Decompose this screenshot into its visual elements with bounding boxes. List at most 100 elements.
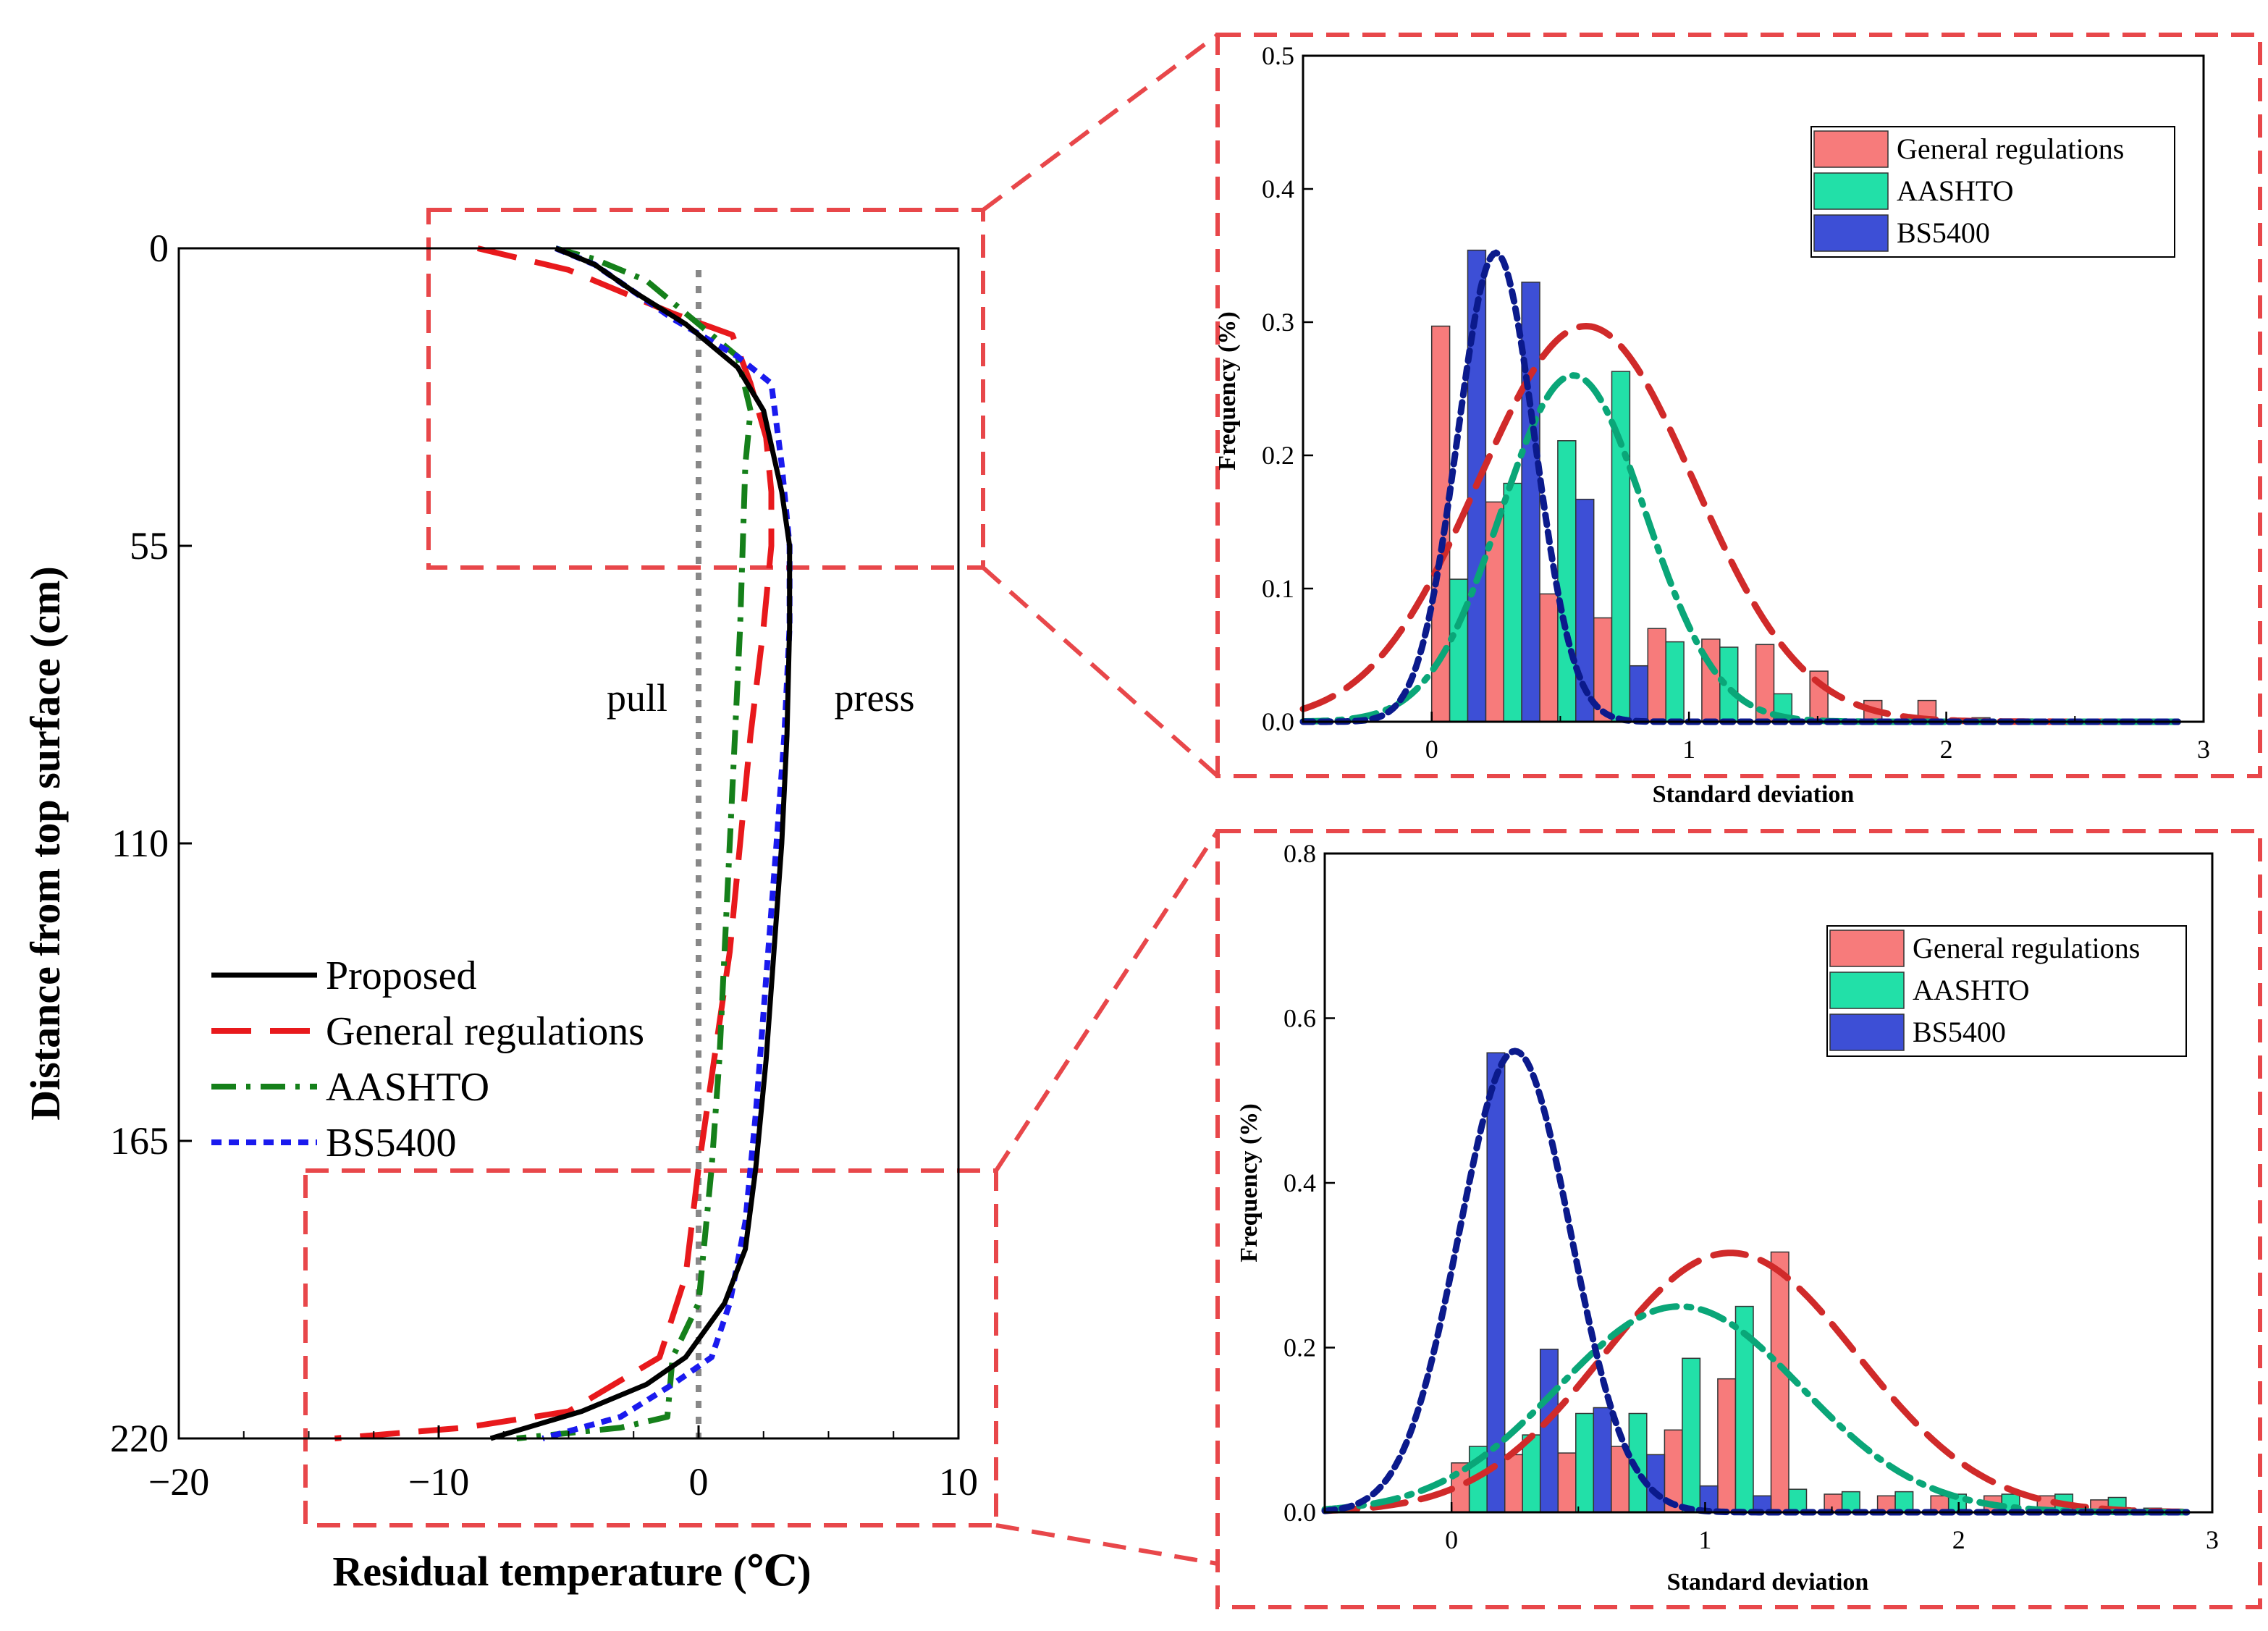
y-tick-label: 220 xyxy=(110,1417,169,1460)
x-tick-label: 3 xyxy=(2197,735,2210,764)
x-tick-label: 10 xyxy=(939,1460,978,1504)
bottom-x-axis-title: Standard deviation xyxy=(1667,1569,1869,1596)
legend-label-bs5400: BS5400 xyxy=(1913,1016,2006,1048)
fit-curve-fit-aashto xyxy=(1321,1303,2191,1516)
bottom-y-axis-title: Frequency (%) xyxy=(1236,1103,1262,1262)
connector-bottom-upper xyxy=(994,830,1220,1172)
bar-general-regulations xyxy=(1504,1454,1523,1513)
legend-label-general-regulations: General regulations xyxy=(1897,132,2124,165)
legend-label-proposed: Proposed xyxy=(326,953,476,998)
x-tick-label: 0 xyxy=(1445,1525,1458,1554)
legend-swatch-aashto xyxy=(1813,172,1889,210)
zoom-box-bottom-inset xyxy=(1215,829,2262,1609)
bar-bs5400 xyxy=(1593,1407,1612,1513)
bottom-histogram-series xyxy=(1321,1048,2191,1516)
top-y-axis-title: Frequency (%) xyxy=(1214,311,1241,470)
y-tick-label: 110 xyxy=(111,822,169,865)
series-line-aashto xyxy=(516,245,754,1441)
bar-bs5400 xyxy=(1539,1349,1559,1513)
main-y-axis-title: Distance from top surface (cm) xyxy=(22,566,69,1121)
bar-aashto xyxy=(1503,482,1522,722)
x-tick-label: 3 xyxy=(2206,1525,2219,1554)
legend-swatch-aashto xyxy=(1829,972,1905,1009)
y-tick-label: 0.3 xyxy=(1262,308,1294,337)
bar-general-regulations xyxy=(1717,1378,1737,1513)
series-line-proposed xyxy=(489,245,793,1441)
x-tick-label: 2 xyxy=(1952,1525,1965,1554)
x-tick-label: −20 xyxy=(148,1460,209,1504)
zoom-box-top-inset xyxy=(1215,33,2262,778)
bar-aashto xyxy=(1557,440,1577,722)
main-ticks: −20 −10 0 10 0 55 110 165 220 xyxy=(110,227,978,1504)
bar-bs5400 xyxy=(1521,282,1540,722)
main-legend: Proposed General regulations AASHTO BS5400 xyxy=(211,953,644,1166)
bar-bs5400 xyxy=(1646,1454,1666,1513)
legend-label-aashto: AASHTO xyxy=(1897,174,2014,207)
main-chart: −20 −10 0 10 0 55 110 165 220 pull press Residua… xyxy=(22,227,978,1595)
y-tick-label: 0.4 xyxy=(1283,1168,1316,1197)
zoom-box-top-region xyxy=(426,208,985,570)
x-tick-label: −10 xyxy=(408,1460,469,1504)
main-x-axis-title: Residual temperature (℃) xyxy=(332,1548,811,1595)
connector-bottom-lower xyxy=(995,1523,1218,1566)
legend-label-general-regulations: General regulations xyxy=(326,1009,644,1054)
x-tick-label: 2 xyxy=(1940,735,1953,764)
legend-label-bs5400: BS5400 xyxy=(326,1121,457,1166)
y-tick-label: 0.1 xyxy=(1262,574,1294,603)
series-line-bs5400 xyxy=(541,245,793,1441)
zoom-box-bottom-region xyxy=(303,1168,998,1527)
top-plot-frame xyxy=(1302,54,2205,723)
top-histogram: 0 1 2 3 0.0 0.1 0.2 0.3 0.4 0.5 Standard deviatio… xyxy=(1214,41,2210,808)
connector-top-upper xyxy=(982,33,1219,212)
top-histogram-ticks: 0 1 2 3 0.0 0.1 0.2 0.3 0.4 0.5 xyxy=(1262,41,2210,764)
bar-general-regulations xyxy=(1770,1251,1789,1513)
bottom-histogram-ticks: 0 1 2 3 0.0 0.2 0.4 0.6 0.8 xyxy=(1283,839,2219,1554)
bar-bs5400 xyxy=(1629,665,1649,722)
y-tick-label: 0 xyxy=(149,227,169,270)
x-tick-label: 0 xyxy=(1425,735,1438,764)
y-tick-label: 0.2 xyxy=(1262,441,1294,470)
legend-label-aashto: AASHTO xyxy=(1913,974,2030,1006)
y-tick-label: 165 xyxy=(110,1119,169,1163)
y-tick-label: 0.4 xyxy=(1262,174,1294,203)
y-tick-label: 55 xyxy=(130,524,169,568)
annotation-press: press xyxy=(835,676,915,720)
y-tick-label: 0.0 xyxy=(1283,1498,1316,1527)
series-line-general-regulations xyxy=(334,245,775,1441)
top-histogram-series xyxy=(1299,249,2181,725)
bar-aashto xyxy=(1665,641,1685,722)
legend-swatch-general-regulations xyxy=(1829,930,1905,967)
bar-aashto xyxy=(1449,578,1469,722)
bar-general-regulations xyxy=(1539,593,1559,722)
legend-label-general-regulations: General regulations xyxy=(1913,932,2140,964)
fit-curve-fit-general xyxy=(1321,1249,2191,1515)
legend-swatch-bs5400 xyxy=(1813,214,1889,252)
main-plot-frame xyxy=(177,247,960,1440)
legend-label-bs5400: BS5400 xyxy=(1897,216,1990,249)
bottom-histogram: 0 1 2 3 0.0 0.2 0.4 0.6 0.8 Standard deviation F… xyxy=(1236,839,2219,1596)
connector-top-lower xyxy=(982,565,1219,778)
zoom-indicators xyxy=(303,33,2262,1609)
x-tick-label: 1 xyxy=(1682,735,1695,764)
bar-aashto xyxy=(1788,1488,1808,1513)
y-tick-label: 0.0 xyxy=(1262,707,1294,736)
top-x-axis-title: Standard deviation xyxy=(1653,781,1855,808)
top-histogram-legend: General regulations AASHTO BS5400 xyxy=(1810,126,2175,258)
bar-general-regulations xyxy=(1557,1452,1577,1513)
bar-bs5400 xyxy=(1486,1052,1506,1513)
annotation-pull: pull xyxy=(607,676,667,720)
bar-aashto xyxy=(1682,1357,1701,1513)
x-tick-label: 0 xyxy=(689,1460,709,1504)
y-tick-label: 0.2 xyxy=(1283,1333,1316,1362)
bottom-histogram-legend: General regulations AASHTO BS5400 xyxy=(1826,925,2187,1057)
y-tick-label: 0.5 xyxy=(1262,41,1294,70)
fit-curve-fit-bs5400 xyxy=(1321,1048,2191,1516)
y-tick-label: 0.6 xyxy=(1283,1004,1316,1033)
bar-general-regulations xyxy=(1647,628,1666,722)
y-tick-label: 0.8 xyxy=(1283,839,1316,868)
legend-label-aashto: AASHTO xyxy=(326,1065,489,1110)
x-tick-label: 1 xyxy=(1698,1525,1711,1554)
main-plot-series xyxy=(334,245,793,1441)
legend-swatch-bs5400 xyxy=(1829,1013,1905,1051)
